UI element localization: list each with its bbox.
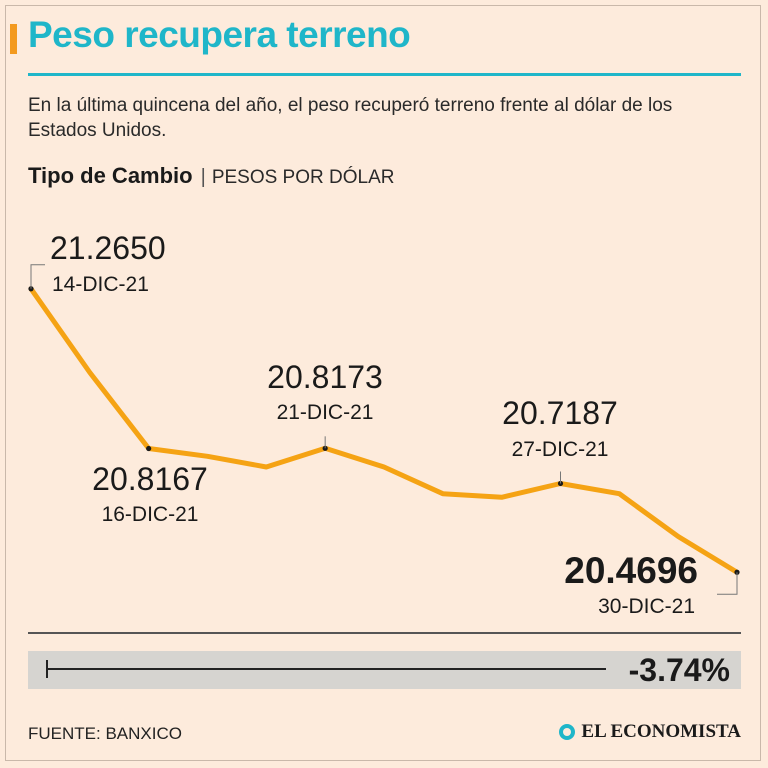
data-label-date: 16-DIC-21 bbox=[102, 503, 199, 526]
percent-change-value: -3.74% bbox=[628, 652, 730, 688]
data-label-value: 20.8173 bbox=[267, 359, 383, 395]
subtitle: En la última quincena del año, el peso r… bbox=[28, 95, 673, 141]
publisher-logo: EL ECONOMISTA bbox=[559, 721, 741, 743]
leader-line bbox=[30, 264, 45, 289]
chart-heading-separator: | bbox=[200, 166, 206, 188]
data-label-date: 14-DIC-21 bbox=[52, 273, 149, 296]
data-label-value: 20.4696 bbox=[564, 550, 698, 591]
change-track-line bbox=[46, 668, 606, 670]
data-label-date: 21-DIC-21 bbox=[277, 401, 374, 424]
change-track-tick bbox=[46, 660, 48, 678]
chart-bottom-divider bbox=[28, 632, 741, 634]
el-economista-logo-icon bbox=[559, 724, 576, 740]
data-label-value: 20.8167 bbox=[92, 461, 208, 497]
data-label-date: 27-DIC-21 bbox=[512, 438, 609, 461]
source-note: FUENTE: BANXICO bbox=[28, 724, 182, 743]
chart-heading: Tipo de Cambio | PESOS POR DÓLAR bbox=[28, 163, 394, 189]
data-label-value: 20.7187 bbox=[502, 395, 618, 431]
series-line bbox=[28, 286, 740, 575]
data-label-date: 30-DIC-21 bbox=[598, 595, 695, 618]
change-bar bbox=[28, 651, 741, 689]
title-divider bbox=[28, 73, 741, 76]
page-title: Peso recupera terreno bbox=[28, 14, 411, 55]
chart-title: Tipo de Cambio bbox=[28, 163, 193, 188]
data-point-marker bbox=[146, 445, 152, 452]
leader-line bbox=[717, 572, 738, 595]
title-accent-bar bbox=[10, 24, 17, 54]
exchange-rate-line-chart: 21.2650 14-DIC-21 20.8167 16-DIC-21 20.8173 2… bbox=[28, 230, 740, 618]
publisher-logo-text: EL ECONOMISTA bbox=[581, 721, 741, 742]
infographic-frame bbox=[5, 5, 761, 761]
chart-unit-label: PESOS POR DÓLAR bbox=[211, 167, 395, 188]
data-label-value: 21.2650 bbox=[50, 230, 166, 266]
